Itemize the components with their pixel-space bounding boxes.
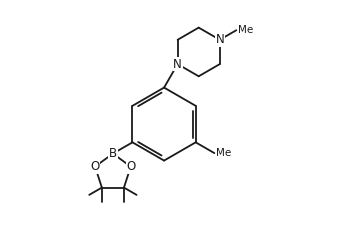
- Text: O: O: [90, 160, 100, 173]
- Text: Me: Me: [238, 25, 253, 35]
- Text: B: B: [109, 147, 117, 160]
- Text: Me: Me: [216, 148, 231, 158]
- Text: N: N: [173, 58, 182, 71]
- Text: O: O: [126, 160, 135, 173]
- Text: N: N: [215, 33, 224, 46]
